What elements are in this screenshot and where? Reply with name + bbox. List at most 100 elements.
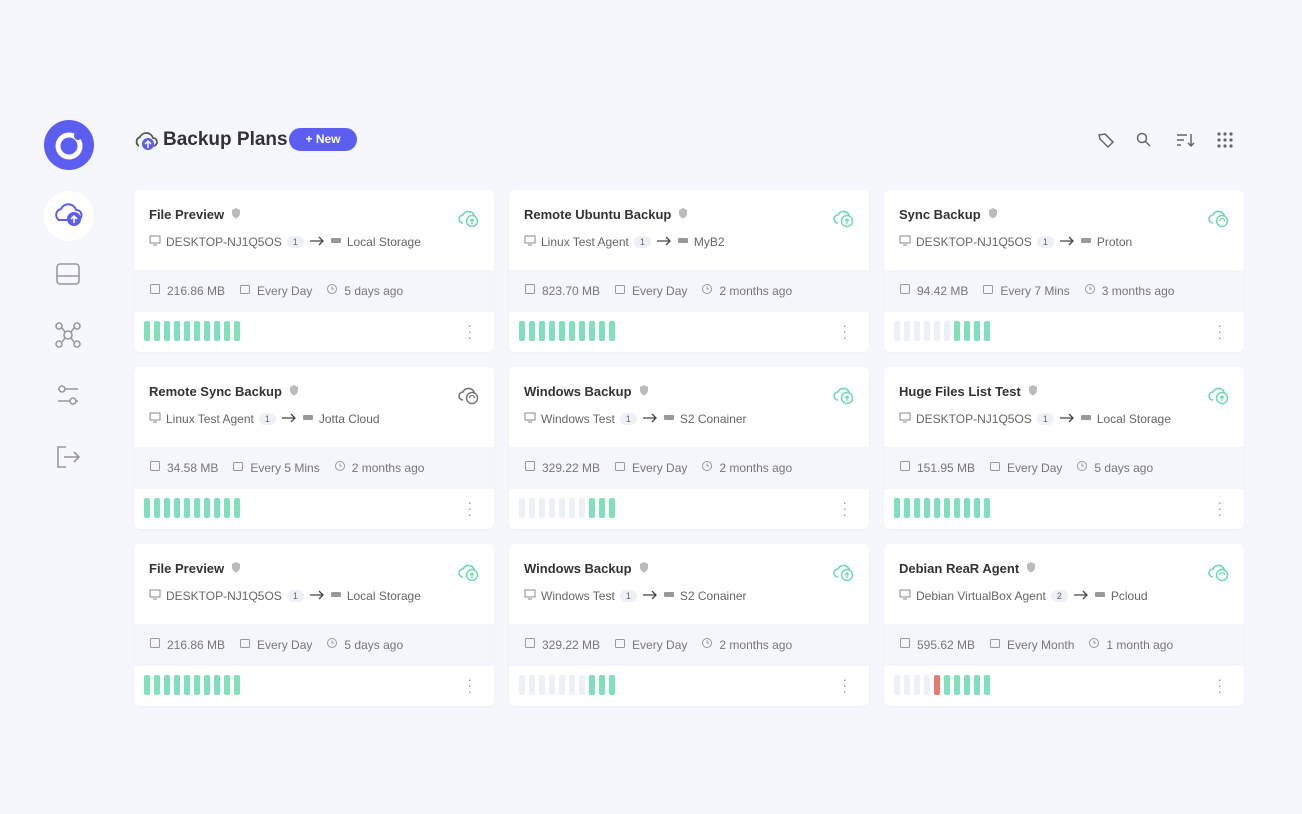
run-bar bbox=[164, 321, 170, 341]
last-run: 1 month ago bbox=[1106, 637, 1174, 652]
run-bar bbox=[579, 675, 585, 695]
card-title-row: Sync Backup bbox=[899, 207, 999, 222]
card-title: Remote Ubuntu Backup bbox=[524, 207, 672, 222]
last-run: 5 days ago bbox=[344, 637, 404, 652]
card-title-row: Windows Backup bbox=[524, 384, 650, 399]
agent-name: DESKTOP-NJ1Q5OS bbox=[166, 588, 282, 603]
agent-name: Linux Test Agent bbox=[541, 234, 629, 249]
more-menu[interactable]: · · · bbox=[1217, 494, 1222, 522]
more-menu[interactable]: · · · bbox=[467, 317, 472, 345]
clock-icon bbox=[326, 637, 338, 652]
backup-card[interactable]: Remote Sync Backup Linux Test Agent 1 Jotta… bbox=[134, 367, 494, 529]
card-title: Remote Sync Backup bbox=[149, 384, 282, 399]
agent-icon bbox=[149, 411, 161, 426]
run-bar bbox=[964, 498, 970, 518]
more-menu[interactable]: · · · bbox=[1217, 671, 1222, 699]
run-history: · · · bbox=[509, 312, 869, 352]
destination: Local Storage bbox=[1096, 411, 1171, 426]
run-bar bbox=[154, 675, 160, 695]
run-bar bbox=[174, 498, 180, 518]
more-menu[interactable]: · · · bbox=[1217, 317, 1222, 345]
card-header: Sync Backup DESKTOP-NJ1Q5OS 1 Proton bbox=[884, 190, 1244, 270]
card-header: Windows Backup Windows Test 1 S2 Conainer bbox=[509, 367, 869, 447]
card-header: File Preview DESKTOP-NJ1Q5OS 1 Local Storag… bbox=[134, 544, 494, 624]
storage-icon bbox=[663, 411, 675, 426]
backup-card[interactable]: File Preview DESKTOP-NJ1Q5OS 1 Local Storag… bbox=[134, 190, 494, 352]
backup-card[interactable]: Huge Files List Test DESKTOP-NJ1Q5OS 1 Loca… bbox=[884, 367, 1244, 529]
card-title: Debian ReaR Agent bbox=[899, 561, 1020, 576]
size: 216.86 MB bbox=[167, 283, 226, 298]
nav-icons[interactable] bbox=[54, 258, 84, 478]
more-menu[interactable]: · · · bbox=[467, 671, 472, 699]
run-bar bbox=[944, 675, 950, 695]
card-header: Debian ReaR Agent Debian VirtualBox Agent… bbox=[884, 544, 1244, 624]
run-bar bbox=[954, 675, 960, 695]
run-bar bbox=[144, 675, 150, 695]
run-bar bbox=[984, 498, 990, 518]
agent-count: 1 bbox=[286, 589, 304, 602]
run-history: · · · bbox=[509, 489, 869, 529]
card-stats: 216.86 MB Every Day 5 days ago bbox=[134, 270, 494, 312]
run-bar bbox=[154, 321, 160, 341]
frequency: Every 7 Mins bbox=[1000, 283, 1070, 298]
run-bar bbox=[599, 675, 605, 695]
shield-icon bbox=[677, 207, 689, 222]
run-bar bbox=[519, 498, 525, 518]
status-icon bbox=[1208, 562, 1230, 587]
run-bar bbox=[204, 321, 210, 341]
run-bar bbox=[519, 321, 525, 341]
storage-icon bbox=[663, 588, 675, 603]
arrow bbox=[309, 589, 325, 603]
run-bar bbox=[154, 498, 160, 518]
more-menu[interactable]: · · · bbox=[842, 494, 847, 522]
backup-card[interactable]: File Preview DESKTOP-NJ1Q5OS 1 Local Storag… bbox=[134, 544, 494, 706]
size-icon bbox=[524, 460, 536, 475]
run-bar bbox=[589, 675, 595, 695]
run-bar bbox=[954, 498, 960, 518]
clock-icon bbox=[701, 460, 713, 475]
backup-card[interactable]: Windows Backup Windows Test 1 S2 Conainer 32… bbox=[509, 367, 869, 529]
agent-name: Debian VirtualBox Agent bbox=[916, 588, 1046, 603]
clock-icon bbox=[1076, 460, 1088, 475]
backup-card[interactable]: Debian ReaR Agent Debian VirtualBox Agent… bbox=[884, 544, 1244, 706]
agent-count: 1 bbox=[633, 235, 651, 248]
run-bar bbox=[589, 321, 595, 341]
run-bar bbox=[174, 321, 180, 341]
run-bar bbox=[944, 498, 950, 518]
destination: Local Storage bbox=[346, 234, 421, 249]
storage-icon bbox=[302, 411, 314, 426]
run-bar bbox=[589, 498, 595, 518]
run-bar bbox=[549, 675, 555, 695]
agent-icon bbox=[149, 588, 161, 603]
card-stats: 823.70 MB Every Day 2 months ago bbox=[509, 270, 869, 312]
run-bar bbox=[974, 675, 980, 695]
nav-backup[interactable] bbox=[44, 191, 94, 241]
run-bar bbox=[234, 498, 240, 518]
frequency: Every Day bbox=[632, 283, 688, 298]
arrow bbox=[281, 412, 297, 426]
clock-icon bbox=[701, 283, 713, 298]
frequency: Every Day bbox=[632, 460, 688, 475]
shield-icon bbox=[1025, 561, 1037, 576]
status-icon bbox=[458, 562, 480, 587]
backup-card[interactable]: Windows Backup Windows Test 1 S2 Conainer 32… bbox=[509, 544, 869, 706]
logo[interactable] bbox=[44, 120, 94, 170]
backup-card[interactable]: Sync Backup DESKTOP-NJ1Q5OS 1 Proton 94.42 M… bbox=[884, 190, 1244, 352]
more-menu[interactable]: · · · bbox=[467, 494, 472, 522]
agent-icon bbox=[149, 234, 161, 249]
card-title-row: File Preview bbox=[149, 207, 242, 222]
size-icon bbox=[899, 637, 911, 652]
more-menu[interactable]: · · · bbox=[842, 317, 847, 345]
more-menu[interactable]: · · · bbox=[842, 671, 847, 699]
agent-name: DESKTOP-NJ1Q5OS bbox=[916, 234, 1032, 249]
run-bar bbox=[224, 321, 230, 341]
frequency: Every Day bbox=[257, 637, 313, 652]
toolbar[interactable] bbox=[1096, 130, 1236, 150]
calendar-icon bbox=[239, 637, 251, 652]
card-header: Huge Files List Test DESKTOP-NJ1Q5OS 1 Loca… bbox=[884, 367, 1244, 447]
backup-card[interactable]: Remote Ubuntu Backup Linux Test Agent 1 MyB… bbox=[509, 190, 869, 352]
card-title-row: File Preview bbox=[149, 561, 242, 576]
run-bar bbox=[914, 498, 920, 518]
arrow bbox=[309, 235, 325, 249]
new-button[interactable]: + New bbox=[289, 128, 357, 151]
